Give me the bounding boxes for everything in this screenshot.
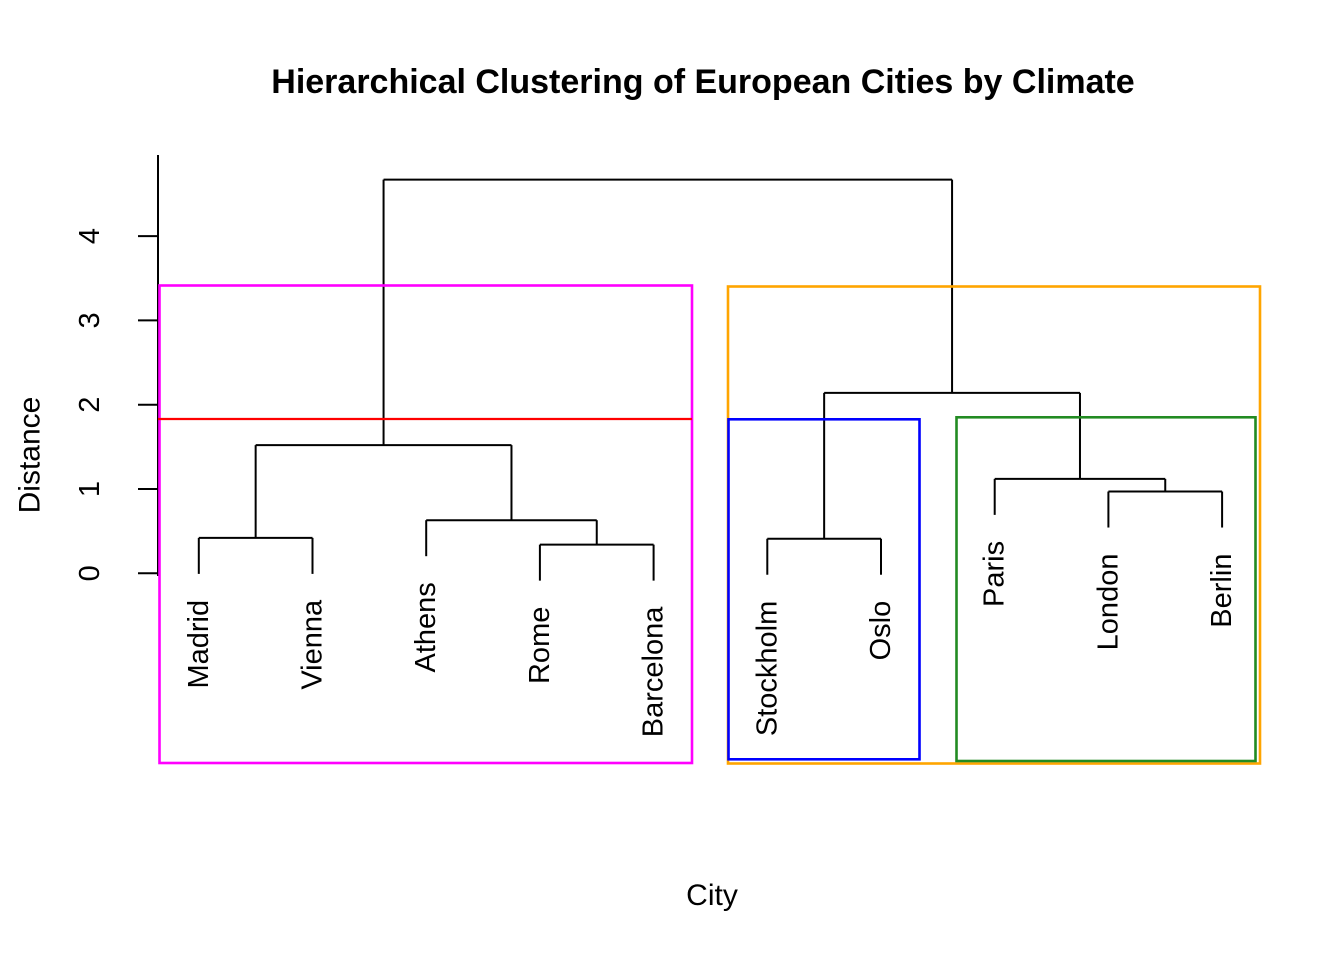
leaf-label-vienna: Vienna: [297, 599, 329, 690]
leaf-label-stockholm: Stockholm: [751, 601, 783, 736]
leaf-label-london: London: [1092, 554, 1124, 651]
leaf-label-oslo: Oslo: [865, 601, 897, 661]
y-axis-label: Distance: [14, 397, 47, 514]
y-tick-label-0: 0: [74, 565, 106, 581]
leaf-label-athens: Athens: [410, 582, 442, 672]
leaf-label-barcelona: Barcelona: [638, 606, 670, 737]
x-axis-label: City: [686, 879, 738, 912]
chart-title: Hierarchical Clustering of European Citi…: [271, 63, 1134, 101]
y-tick-label-3: 3: [74, 312, 106, 328]
leaf-label-berlin: Berlin: [1206, 554, 1238, 628]
plot-area: 0 1 2 3 4 Madrid Vienna Rome Barcelona Athens Stoc…: [74, 155, 1262, 765]
cluster-box-western-europe: [955, 415, 1257, 763]
cluster-box-scandinavia: [727, 417, 921, 761]
leaf-label-madrid: Madrid: [183, 600, 215, 689]
cluster-box-north-europe: [726, 285, 1262, 765]
y-tick-label-1: 1: [74, 481, 106, 497]
y-tick-label-4: 4: [74, 228, 106, 244]
leaf-label-rome: Rome: [524, 607, 556, 684]
leaf-label-paris: Paris: [979, 541, 1011, 607]
cluster-box-south-europe: [158, 284, 694, 765]
y-tick-label-2: 2: [74, 397, 106, 413]
